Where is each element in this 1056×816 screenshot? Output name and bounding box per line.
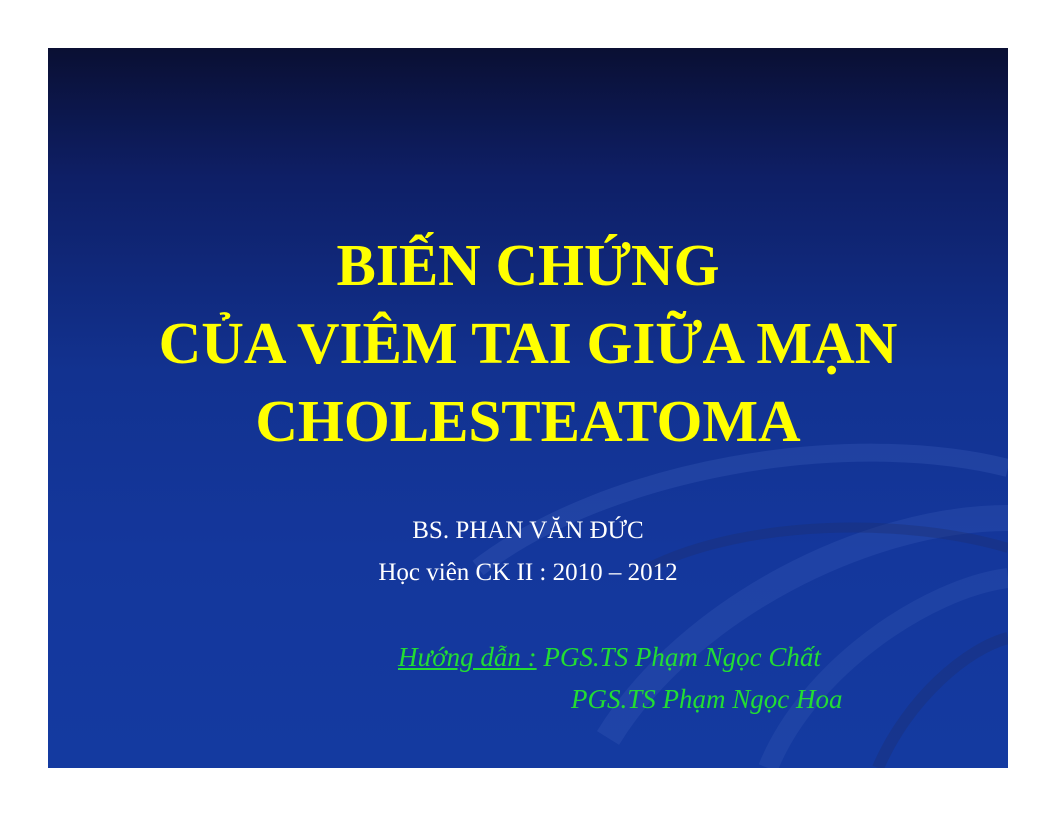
- author-course: Học viên CK II : 2010 – 2012: [378, 559, 678, 586]
- advisor-first: PGS.TS Phạm Ngọc Chất: [543, 642, 821, 672]
- slide-title: BIẾN CHỨNG CỦA VIÊM TAI GIỮA MẠN CHOLEST…: [48, 226, 1008, 460]
- title-line-2: CỦA VIÊM TAI GIỮA MẠN: [158, 310, 898, 376]
- advisor-second: PGS.TS Phạm Ngọc Hoa: [571, 684, 843, 714]
- title-slide: BIẾN CHỨNG CỦA VIÊM TAI GIỮA MẠN CHOLEST…: [48, 48, 1008, 768]
- title-line-1: BIẾN CHỨNG: [336, 232, 720, 298]
- author-name: BS. PHAN VĂN ĐỨC: [412, 517, 644, 544]
- background-swirl-decoration: [472, 443, 1008, 768]
- advisor-block: Hướng dẫn : PGS.TS Phạm Ngọc Chất PGS.TS…: [398, 636, 843, 720]
- advisor-label: Hướng dẫn :: [398, 642, 537, 672]
- author-block: BS. PHAN VĂN ĐỨC Học viên CK II : 2010 –…: [48, 510, 1008, 594]
- title-line-3: CHOLESTEATOMA: [255, 388, 801, 454]
